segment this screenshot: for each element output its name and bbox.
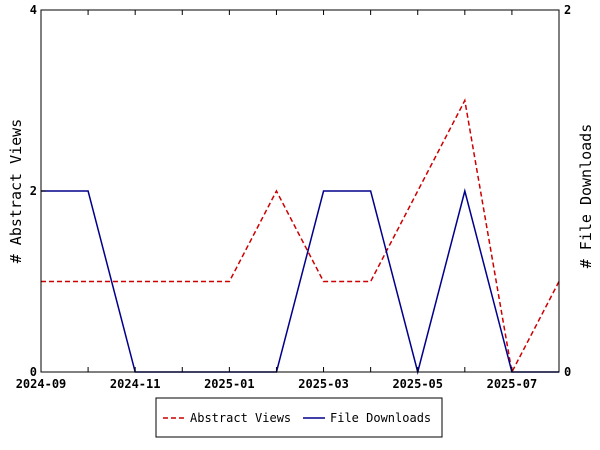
legend: Abstract Views File Downloads (155, 397, 443, 438)
y-tick-label: 2 (30, 184, 37, 198)
y2-tick-label: 0 (564, 365, 571, 379)
y-axis-title: # Abstract Views (7, 119, 25, 264)
series-lines (41, 98, 560, 375)
series-line-file-downloads (41, 188, 559, 375)
x-tick-label: 2025-01 (204, 377, 255, 391)
y-tick-label: 0 (30, 365, 37, 379)
legend-label-abstract-views: Abstract Views (190, 411, 291, 425)
y-axis-ticks: 0 2 4 (30, 3, 46, 379)
y2-tick-label: 2 (564, 3, 571, 17)
x-axis-ticks: 2024-09 2024-11 2025-01 2025-03 2025-05 2025-… (16, 10, 560, 391)
x-tick-label: 2025-07 (487, 377, 538, 391)
x-tick-label: 2024-11 (110, 377, 161, 391)
series-line-abstract-views (41, 98, 560, 375)
legend-box (155, 397, 443, 438)
legend-label-file-downloads: File Downloads (330, 411, 431, 425)
y-tick-label: 4 (30, 3, 37, 17)
x-tick-label: 2025-05 (392, 377, 443, 391)
y2-axis-ticks: 02 (554, 3, 571, 379)
x-tick-label: 2024-09 (16, 377, 67, 391)
plot-area-frame (40, 9, 560, 373)
x-tick-label: 2025-03 (298, 377, 349, 391)
y2-axis-title: # File Downloads (577, 124, 595, 269)
